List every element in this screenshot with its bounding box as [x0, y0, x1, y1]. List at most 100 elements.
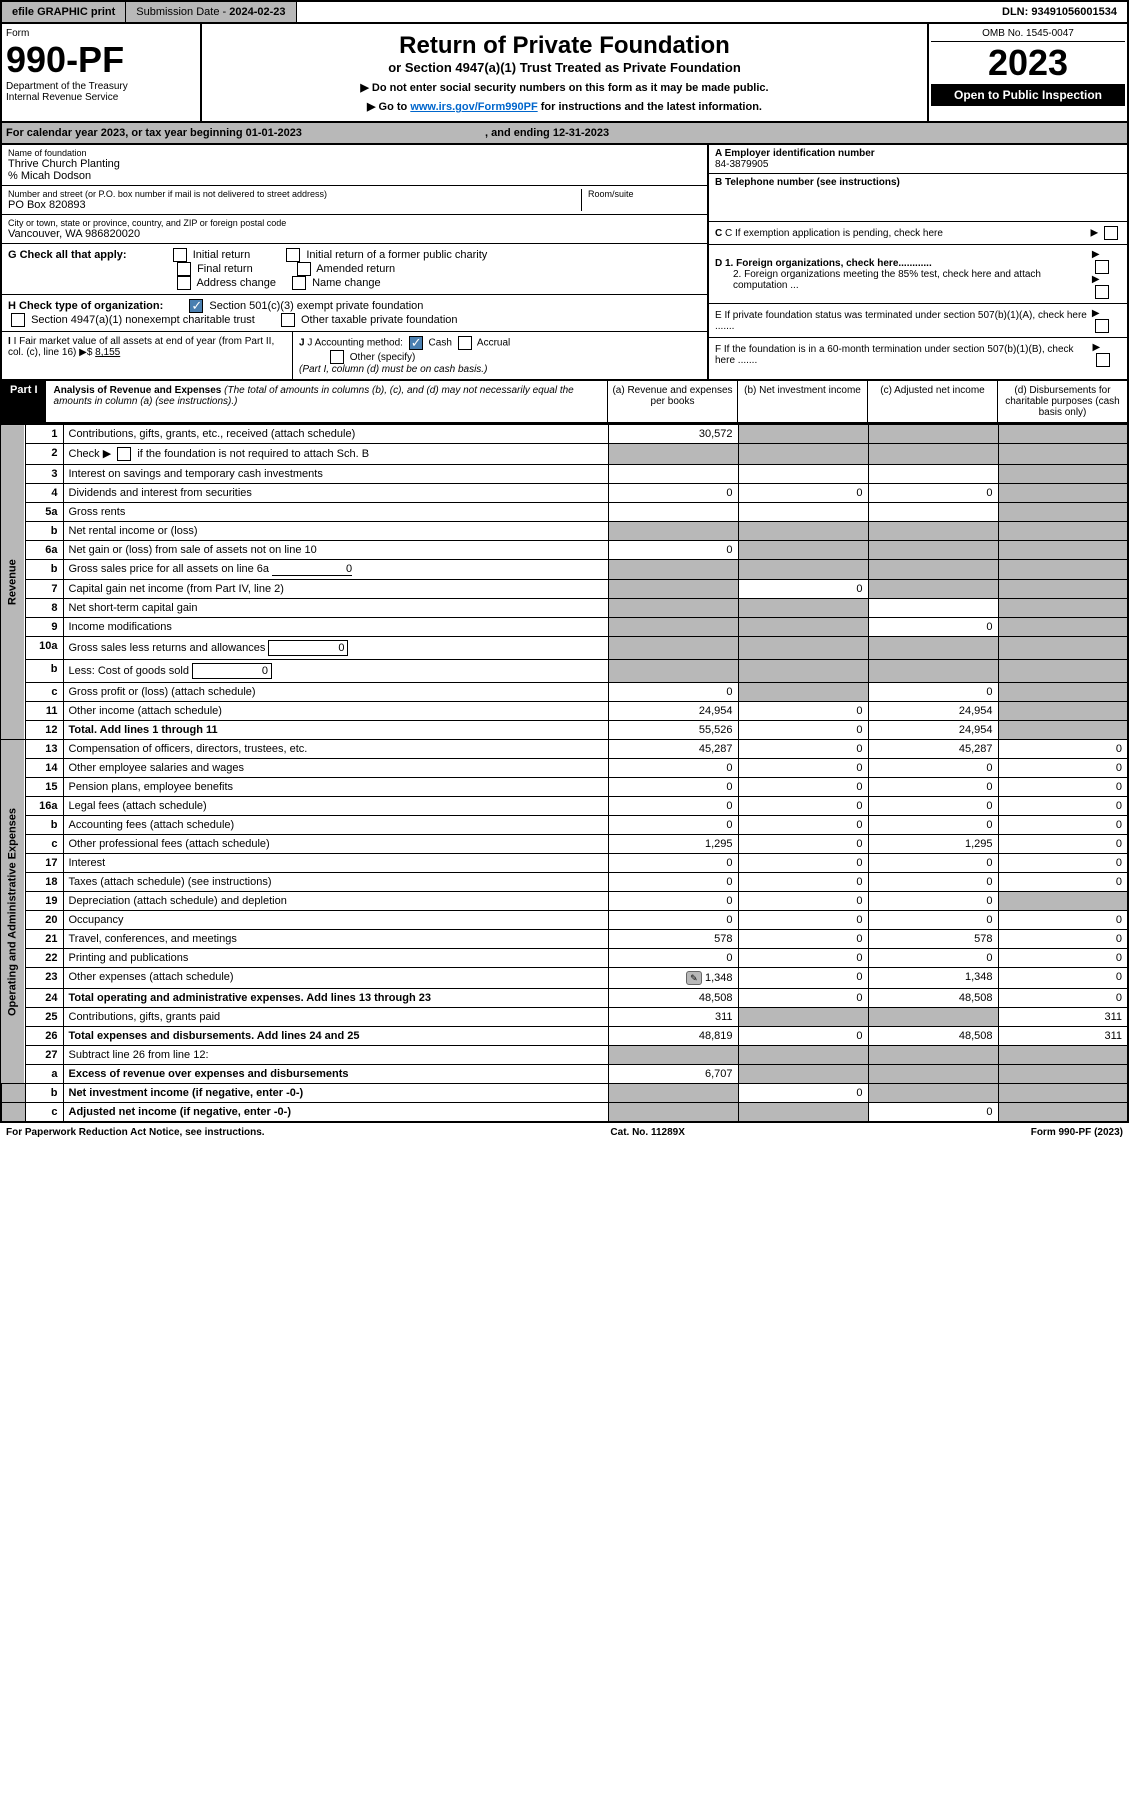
row-desc: Net gain or (loss) from sale of assets n… — [63, 541, 608, 560]
info-grid: Name of foundation Thrive Church Plantin… — [0, 145, 1129, 381]
checkbox-accrual[interactable] — [458, 336, 472, 350]
g-initial: Initial return — [193, 249, 250, 261]
checkbox-4947[interactable] — [11, 313, 25, 327]
cell-d — [998, 484, 1128, 503]
cell-d: 0 — [998, 930, 1128, 949]
part1-header-row: Part I Analysis of Revenue and Expenses … — [0, 381, 1129, 424]
checkbox-other-taxable[interactable] — [281, 313, 295, 327]
checkbox-cash[interactable] — [409, 336, 423, 350]
checkbox-name-change[interactable] — [292, 276, 306, 290]
g-name: Name change — [312, 277, 381, 289]
cell-a: 0 — [608, 892, 738, 911]
table-row: 7Capital gain net income (from Part IV, … — [1, 580, 1128, 599]
checkbox-final[interactable] — [177, 262, 191, 276]
checkbox-other-method[interactable] — [330, 350, 344, 364]
checkbox-initial-return[interactable] — [173, 248, 187, 262]
j-cash: Cash — [429, 338, 452, 349]
title-block: Return of Private Foundation or Section … — [202, 24, 927, 121]
row-num: a — [25, 1065, 63, 1084]
cell-b: 0 — [738, 968, 868, 989]
efile-print-button[interactable]: efile GRAPHIC print — [2, 2, 126, 22]
info-right: A Employer identification number 84-3879… — [707, 145, 1127, 379]
j-other: Other (specify) — [350, 352, 416, 363]
e-cell: E If private foundation status was termi… — [709, 304, 1127, 338]
row-num: 18 — [25, 873, 63, 892]
part1-table: Revenue 1 Contributions, gifts, grants, … — [0, 424, 1129, 1123]
cell-b: 0 — [738, 759, 868, 778]
b-label: B Telephone number (see instructions) — [715, 177, 900, 188]
cell-c — [868, 1008, 998, 1027]
c-cell: C C If exemption application is pending,… — [709, 222, 1127, 245]
cell-d: 311 — [998, 1027, 1128, 1046]
cell-b: 0 — [738, 721, 868, 740]
row-num: b — [25, 816, 63, 835]
r10b-v: 0 — [192, 663, 272, 679]
cell-d — [998, 580, 1128, 599]
cell-c: 0 — [868, 816, 998, 835]
row-num: 16a — [25, 797, 63, 816]
row-num: c — [25, 683, 63, 702]
cell-c — [868, 444, 998, 465]
cell-a — [608, 503, 738, 522]
foundation-name: Thrive Church Planting — [8, 158, 701, 170]
cell-b: 0 — [738, 873, 868, 892]
attachment-icon[interactable]: ✎ — [686, 971, 702, 985]
cell-b — [738, 683, 868, 702]
row-desc: Total operating and administrative expen… — [63, 989, 608, 1008]
submission-label: Submission Date - — [136, 6, 229, 18]
checkbox-c[interactable] — [1104, 226, 1118, 240]
submission-value: 2024-02-23 — [229, 6, 285, 18]
calendar-year-row: For calendar year 2023, or tax year begi… — [0, 123, 1129, 145]
table-row: 15Pension plans, employee benefits0000 — [1, 778, 1128, 797]
checkbox-initial-former[interactable] — [286, 248, 300, 262]
checkbox-e[interactable] — [1095, 319, 1109, 333]
f-cell: F If the foundation is in a 60-month ter… — [709, 338, 1127, 371]
table-row: bLess: Cost of goods sold 0 — [1, 660, 1128, 683]
table-row: 20Occupancy0000 — [1, 911, 1128, 930]
row-num: 7 — [25, 580, 63, 599]
cell-c: 0 — [868, 1103, 998, 1123]
row-desc: Depreciation (attach schedule) and deple… — [63, 892, 608, 911]
checkbox-amended[interactable] — [297, 262, 311, 276]
table-row: 21Travel, conferences, and meetings57805… — [1, 930, 1128, 949]
instr2-post: for instructions and the latest informat… — [541, 101, 762, 113]
checkbox-f[interactable] — [1096, 353, 1110, 367]
table-row: bGross sales price for all assets on lin… — [1, 560, 1128, 580]
cell-b — [738, 560, 868, 580]
checkbox-501c3[interactable] — [189, 299, 203, 313]
cell-b — [738, 1046, 868, 1065]
checkbox-sch-b[interactable] — [117, 447, 131, 461]
cell-d — [998, 1065, 1128, 1084]
care-of: % Micah Dodson — [8, 170, 701, 182]
checkbox-d1[interactable] — [1095, 260, 1109, 274]
open-inspection: Open to Public Inspection — [931, 84, 1125, 106]
cell-b: 0 — [738, 580, 868, 599]
row-num: 26 — [25, 1027, 63, 1046]
footer-right: Form 990-PF (2023) — [1031, 1127, 1123, 1138]
col-a-head: (a) Revenue and expenses per books — [607, 381, 737, 422]
cell-b: 0 — [738, 797, 868, 816]
cell-d — [998, 465, 1128, 484]
row-desc: Other expenses (attach schedule) — [63, 968, 608, 989]
e-label: E If private foundation status was termi… — [715, 310, 1092, 332]
instructions-link[interactable]: www.irs.gov/Form990PF — [410, 101, 537, 113]
table-row: 4Dividends and interest from securities0… — [1, 484, 1128, 503]
cell-c — [868, 1046, 998, 1065]
row-num: 2 — [25, 444, 63, 465]
cell-a: 0 — [608, 911, 738, 930]
cell-a: 0 — [608, 797, 738, 816]
row-desc: Net investment income (if negative, ente… — [63, 1084, 608, 1103]
cell-d — [998, 721, 1128, 740]
r10a-v: 0 — [268, 640, 348, 656]
checkbox-address-change[interactable] — [177, 276, 191, 290]
cell-d — [998, 683, 1128, 702]
cell-b — [738, 522, 868, 541]
row-desc: Total expenses and disbursements. Add li… — [63, 1027, 608, 1046]
cell-b — [738, 425, 868, 444]
table-row: 19Depreciation (attach schedule) and dep… — [1, 892, 1128, 911]
c-label: C If exemption application is pending, c… — [725, 228, 943, 239]
cell-a: 578 — [608, 930, 738, 949]
checkbox-d2[interactable] — [1095, 285, 1109, 299]
tax-year: 2023 — [931, 42, 1125, 84]
row-desc: Interest on savings and temporary cash i… — [63, 465, 608, 484]
